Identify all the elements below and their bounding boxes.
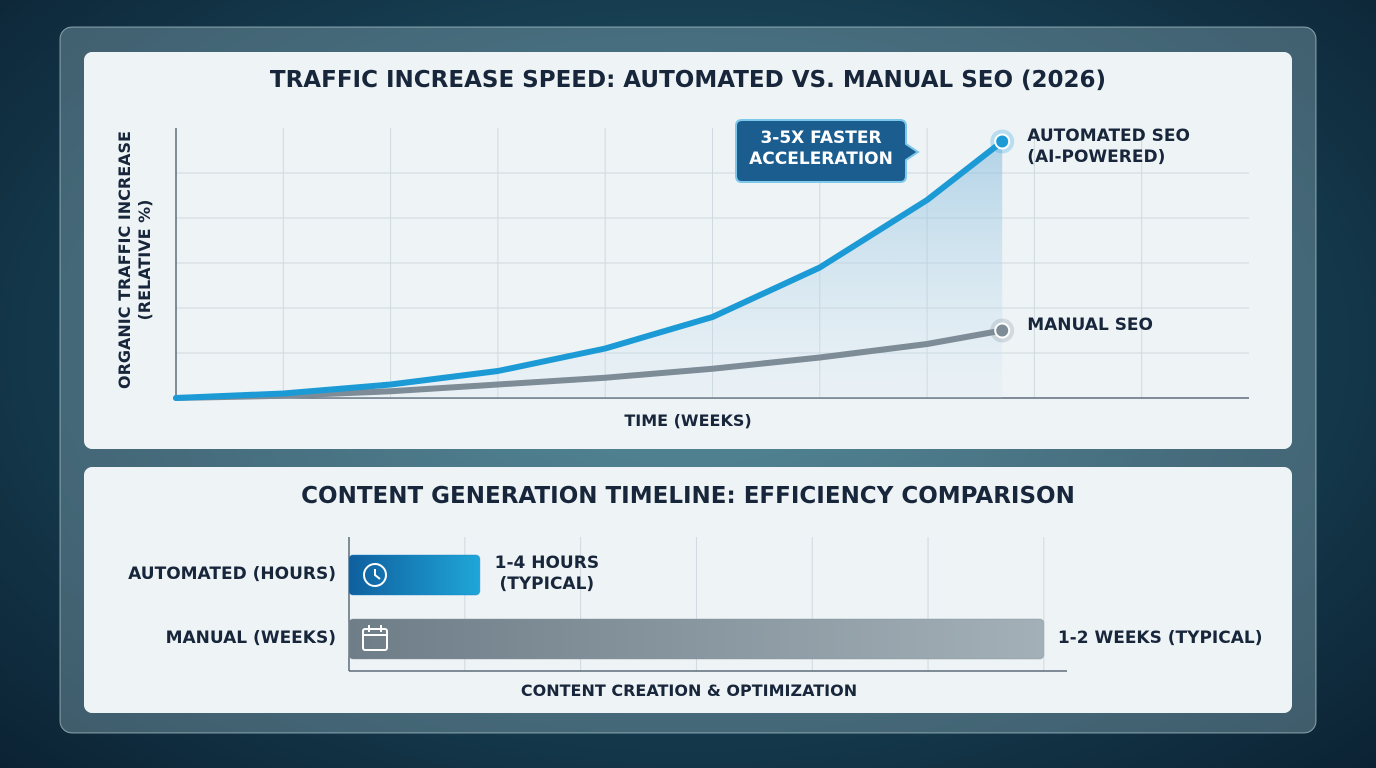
x-axis-label: CONTENT CREATION & OPTIMIZATION [520,681,858,700]
legend-label: MANUAL SEO [1027,314,1154,335]
y-axis-label: ORGANIC TRAFFIC INCREASE (RELATIVE %) [115,131,154,390]
bar [348,554,481,596]
bar [348,618,1045,660]
end-point [994,322,1011,339]
bar-note: 1-2 WEEKS (TYPICAL) [1057,628,1263,648]
category-label: MANUAL (WEEKS) [165,628,336,648]
bar-note: 1-4 HOURS (TYPICAL) [494,553,600,595]
area-fill [176,141,1003,398]
annotation: 3-5X FASTER ACCELERATION [749,128,893,170]
series-line [173,138,1006,401]
clock-icon [363,563,387,587]
x-axis-label: TIME (WEEKS) [624,411,752,430]
chart-title: CONTENT GENERATION TIMELINE: EFFICIENCY … [301,483,1075,509]
calendar-icon [362,628,388,651]
calendar-detail [363,625,387,636]
category-label: AUTOMATED (HOURS) [128,564,336,584]
legend-label: AUTOMATED SEO (AI-POWERED) [1027,125,1190,167]
callout-box [735,119,920,183]
end-point [994,133,1011,150]
chart-title: TRAFFIC INCREASE SPEED: AUTOMATED VS. MA… [269,67,1107,93]
clock-hands [374,569,381,580]
series-line [173,327,1006,401]
